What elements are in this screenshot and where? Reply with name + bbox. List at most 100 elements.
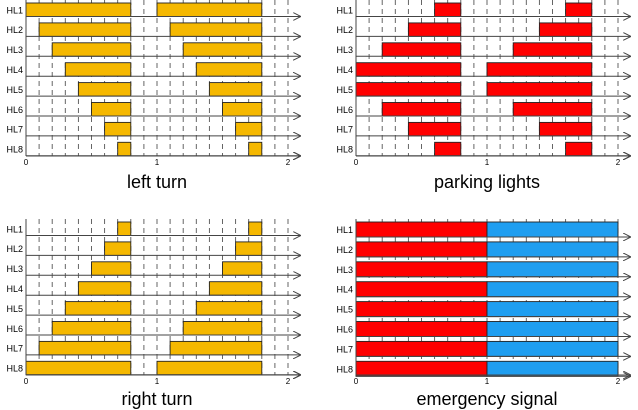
pulse-hl3 xyxy=(91,261,132,276)
pulse-hl8 xyxy=(565,141,593,157)
channel-label: HL6 xyxy=(6,324,23,334)
pulse-hl6 xyxy=(381,102,462,117)
pulse-hl3 xyxy=(512,42,593,57)
pulse-hl3 xyxy=(182,42,263,57)
channel-label: HL4 xyxy=(336,285,353,295)
channel-label: HL1 xyxy=(336,225,353,235)
chart-title: emergency signal xyxy=(416,389,557,409)
pulse-hl7 xyxy=(235,121,263,137)
pulse-hl5 xyxy=(355,82,462,97)
pulse-hl1 xyxy=(486,221,619,238)
channel-label: HL8 xyxy=(336,145,353,155)
pulse-hl2 xyxy=(486,241,619,258)
channel-label: HL3 xyxy=(336,265,353,275)
channel-label: HL5 xyxy=(6,85,23,95)
pulse-hl5 xyxy=(208,82,263,97)
channel-label: HL1 xyxy=(6,5,23,15)
pulse-hl5 xyxy=(195,301,263,316)
channel-label: HL4 xyxy=(6,284,23,294)
pulse-hl6 xyxy=(486,321,619,337)
pulse-hl5 xyxy=(486,301,619,318)
pulse-hl4 xyxy=(64,62,132,77)
channel-label: HL8 xyxy=(6,145,23,155)
pulse-hl7 xyxy=(538,121,593,137)
pulse-hl3 xyxy=(381,42,462,57)
x-tick-label: 1 xyxy=(155,377,160,386)
pulse-hl8 xyxy=(156,360,263,376)
pulse-hl2 xyxy=(538,22,593,37)
channel-label: HL3 xyxy=(6,264,23,274)
pulse-hl2 xyxy=(407,22,462,37)
pulse-hl3 xyxy=(222,261,263,276)
pulse-hl3 xyxy=(355,261,488,278)
channel-label: HL1 xyxy=(6,224,23,234)
pulse-hl4 xyxy=(355,281,488,298)
pulse-hl2 xyxy=(38,22,132,37)
pulse-hl5 xyxy=(355,301,488,318)
x-tick-label: 2 xyxy=(616,377,621,386)
channel-label: HL5 xyxy=(336,305,353,315)
pulse-hl6 xyxy=(222,102,263,117)
pulse-hl4 xyxy=(77,281,132,296)
pulse-hl3 xyxy=(486,261,619,278)
pulse-hl8 xyxy=(25,360,132,376)
pulse-hl7 xyxy=(407,121,462,137)
channel-label: HL2 xyxy=(336,245,353,255)
chart-title: left turn xyxy=(127,172,187,192)
channel-label: HL7 xyxy=(6,344,23,354)
channel-label: HL2 xyxy=(6,244,23,254)
pulse-hl1 xyxy=(156,2,263,17)
pulse-hl1 xyxy=(565,2,593,17)
channel-label: HL4 xyxy=(6,65,23,75)
pulse-hl6 xyxy=(51,321,132,336)
pulse-hl2 xyxy=(355,241,488,258)
channel-label: HL8 xyxy=(336,364,353,374)
pulse-hl4 xyxy=(195,62,263,77)
pulse-hl6 xyxy=(182,321,263,336)
channel-label: HL2 xyxy=(6,25,23,35)
pulse-hl8 xyxy=(434,141,462,157)
pulse-hl2 xyxy=(169,22,263,37)
pulse-hl4 xyxy=(486,281,619,298)
pulse-hl1 xyxy=(434,2,462,17)
pulse-hl2 xyxy=(235,241,263,256)
pulse-hl1 xyxy=(25,2,132,17)
chart-title: right turn xyxy=(121,389,192,409)
pulse-hl7 xyxy=(38,340,132,356)
x-tick-label: 1 xyxy=(485,158,490,167)
x-tick-label: 1 xyxy=(485,377,490,386)
pulse-hl7 xyxy=(486,340,619,357)
channel-label: HL4 xyxy=(336,65,353,75)
channel-label: HL1 xyxy=(336,5,353,15)
x-tick-label: 1 xyxy=(155,158,160,167)
pulse-hl7 xyxy=(169,340,263,356)
pulse-hl5 xyxy=(486,82,593,97)
x-tick-label: 2 xyxy=(286,377,291,386)
pulse-hl6 xyxy=(512,102,593,117)
channel-label: HL5 xyxy=(336,85,353,95)
pulse-hl5 xyxy=(64,301,132,316)
pulse-hl7 xyxy=(355,340,488,357)
pulse-hl8 xyxy=(117,141,132,157)
channel-label: HL8 xyxy=(6,364,23,374)
channel-label: HL6 xyxy=(336,325,353,335)
channel-label: HL7 xyxy=(336,344,353,354)
x-tick-label: 0 xyxy=(24,377,29,386)
x-tick-label: 0 xyxy=(354,158,359,167)
channel-label: HL2 xyxy=(336,25,353,35)
pulse-hl7 xyxy=(104,121,132,137)
pulse-hl4 xyxy=(486,62,593,77)
channel-label: HL3 xyxy=(6,45,23,55)
channel-label: HL6 xyxy=(336,105,353,115)
channel-label: HL5 xyxy=(6,304,23,314)
x-tick-label: 0 xyxy=(24,158,29,167)
pulse-hl8 xyxy=(248,141,263,157)
pulse-hl4 xyxy=(355,62,462,77)
pulse-hl1 xyxy=(117,221,132,236)
channel-label: HL7 xyxy=(336,125,353,135)
